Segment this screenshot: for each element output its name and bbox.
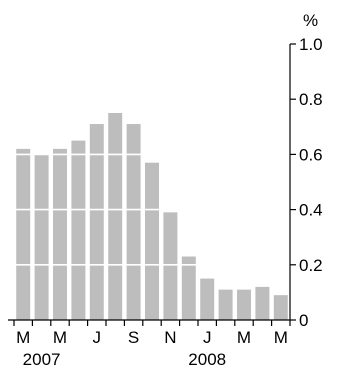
x-tick-label: M [16,328,30,347]
bar-oct-2007 [145,162,159,320]
y-tick-label: 0 [299,311,308,330]
bar-may-2008 [273,295,288,320]
bar-apr-2007 [34,154,49,320]
bar-jan-2008 [200,278,215,320]
x-tick-label: J [203,328,212,347]
x-tick-label: S [128,328,139,347]
y-tick-label: 0.4 [299,201,323,220]
x-year-label: 2007 [23,350,61,369]
bar-jun-2007 [71,140,86,320]
bar-feb-2008 [218,289,233,320]
bar-may-2007 [53,148,67,320]
bar-dec-2007 [181,256,196,320]
bars-group [16,113,288,320]
x-year-label: 2008 [188,350,226,369]
y-tick-label: 0.2 [299,256,323,275]
x-tick-label: N [164,328,176,347]
bar-mar-2007 [16,148,31,320]
bar-sep-2007 [126,124,141,320]
bar-aug-2007 [108,113,123,320]
bar-apr-2008 [255,286,270,320]
y-tick-label: 1.0 [299,35,323,54]
y-axis-ticks: 0 0.2 0.4 0.6 0.8 1.0 [290,35,323,330]
y-axis-unit-label: % [303,11,318,30]
y-tick-label: 0.6 [299,145,323,164]
x-tick-label: M [274,328,288,347]
y-tick-label: 0.8 [299,90,323,109]
bar-mar-2008 [237,289,251,320]
gridlines-group [14,98,290,266]
bar-nov-2007 [163,212,178,320]
bar-jul-2007 [89,124,104,320]
x-tick-label: M [53,328,67,347]
x-tick-label: M [237,328,251,347]
x-axis-ticks: M M J S N J M M 2007 2008 [13,320,291,369]
x-tick-label: J [93,328,102,347]
